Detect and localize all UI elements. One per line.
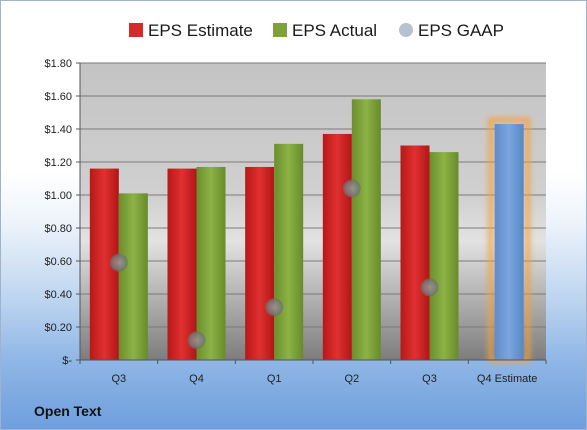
eps-actual-bar [429, 152, 459, 360]
legend-swatch [129, 23, 143, 37]
x-tick-label: Q2 [344, 373, 359, 385]
x-tick-label: Q3 [111, 373, 126, 385]
eps-gaap-marker [265, 298, 284, 317]
x-tick-label: Q4 [189, 373, 204, 385]
legend-label: EPS GAAP [418, 21, 504, 40]
gaap-markers [109, 179, 439, 350]
bars [89, 99, 531, 363]
legend-swatch-gaap [399, 23, 413, 37]
y-tick-label: $1.20 [44, 157, 72, 169]
legend-label: EPS Estimate [148, 21, 253, 40]
y-tick-label: $1.40 [44, 124, 72, 136]
legend: EPS Estimate EPS Actual EPS GAAP [129, 21, 504, 40]
y-tick-label: $1.80 [44, 58, 72, 70]
company-name: Open Text [34, 403, 102, 419]
eps-actual-bar [118, 193, 148, 360]
y-tick-label: $0.60 [44, 256, 72, 268]
x-tick-label: Q4 Estimate [477, 373, 538, 385]
eps-gaap-marker [109, 253, 128, 272]
y-tick-label: $0.80 [44, 223, 72, 235]
y-tick-label: $0.40 [44, 289, 72, 301]
y-tick-label: $- [62, 355, 72, 367]
eps-estimate-bar [245, 166, 275, 360]
x-tick-label: Q3 [422, 373, 437, 385]
eps-forecast-bar [494, 124, 524, 360]
y-axis: $- $0.20 $0.40 $0.60 $0.80 $1.00 $1.20 $1.40 $1.… [44, 58, 81, 367]
eps-gaap-marker [342, 179, 361, 198]
eps-actual-bar [351, 99, 381, 361]
eps-gaap-marker [187, 331, 206, 350]
eps-estimate-bar [400, 145, 430, 360]
legend-swatch [273, 23, 287, 37]
x-tick-label: Q1 [267, 373, 282, 385]
y-tick-label: $1.60 [44, 91, 72, 103]
eps-actual-bar [196, 166, 226, 360]
plot-area [80, 63, 546, 360]
eps-estimate-bar [167, 168, 197, 360]
x-axis: Q3 Q4 Q1 Q2 Q3 Q4 Estimate [79, 359, 547, 385]
eps-gaap-marker [420, 278, 439, 297]
y-tick-label: $1.00 [44, 190, 72, 202]
eps-estimate-bar [322, 133, 352, 360]
eps-actual-bar [274, 143, 304, 360]
gridlines [80, 62, 546, 361]
legend-label: EPS Actual [292, 21, 377, 40]
y-tick-label: $0.20 [44, 322, 72, 334]
